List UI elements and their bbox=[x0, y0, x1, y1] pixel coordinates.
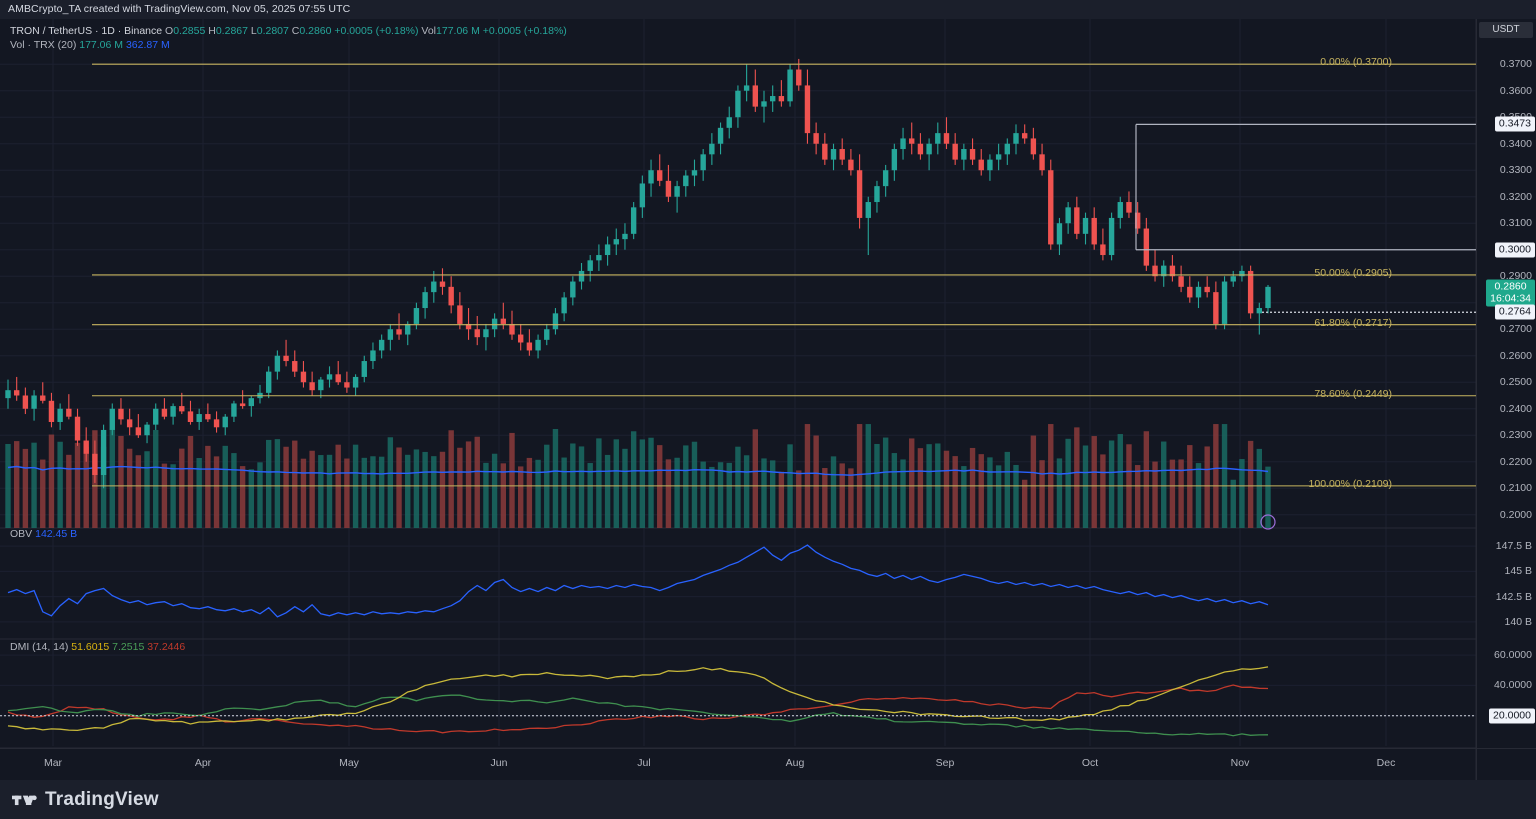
price-axis-tick: 0.2100 bbox=[1499, 482, 1532, 495]
high-value: 0.2867 bbox=[215, 25, 248, 37]
price-axis-tick: 0.2400 bbox=[1499, 402, 1532, 415]
volume-bars bbox=[5, 424, 1271, 528]
volume-ma-line bbox=[7, 465, 1269, 476]
price-axis-tick: 0.2700 bbox=[1499, 323, 1532, 336]
current-price-tag[interactable]: 0.2860 16:04:34 bbox=[1486, 279, 1535, 307]
volume-study-title[interactable]: Vol · TRX (20) bbox=[10, 39, 77, 51]
volume-label: Vol bbox=[421, 25, 437, 37]
tradingview-logo[interactable]: TradingView bbox=[12, 789, 159, 811]
obv-legend: OBV 142.45 B bbox=[10, 528, 77, 540]
price-axis[interactable]: USDT 0.37000.36000.35000.34000.33000.320… bbox=[1476, 19, 1536, 780]
time-axis-tick: Nov bbox=[1230, 757, 1250, 769]
price-axis-tick: 0.3700 bbox=[1499, 58, 1532, 71]
obv-title[interactable]: OBV bbox=[10, 528, 33, 540]
time-axis-tick: Dec bbox=[1376, 757, 1396, 769]
dmi-di-plus-value: 7.2515 bbox=[112, 641, 145, 653]
change-absolute: +0.0005 bbox=[334, 25, 373, 37]
dmi-adx-value: 51.6015 bbox=[71, 641, 110, 653]
time-axis-tick: Mar bbox=[43, 757, 63, 769]
volume-legend-row: Vol · TRX (20) 177.06 M 362.87 M bbox=[10, 39, 567, 51]
volume-ma-value: 362.87 M bbox=[125, 39, 170, 51]
chart-frame[interactable]: TRON / TetherUS · 1D · Binance O0.2855 H… bbox=[0, 19, 1536, 780]
candlestick-series bbox=[5, 58, 1271, 489]
price-axis-tick: 0.3600 bbox=[1499, 84, 1532, 97]
fib-level-label[interactable]: 78.60% (0.2449) bbox=[1314, 387, 1392, 400]
symbol-legend-row: TRON / TetherUS · 1D · Binance O0.2855 H… bbox=[10, 25, 567, 37]
obv-axis-tick: 145 B bbox=[1504, 565, 1532, 578]
time-axis-tick: Aug bbox=[785, 757, 805, 769]
price-axis-tick: 0.3100 bbox=[1499, 217, 1532, 230]
chart-marker-icon bbox=[1260, 514, 1276, 530]
dmi-title[interactable]: DMI (14, 14) bbox=[10, 641, 69, 653]
dmi-threshold-tag[interactable]: 20.0000 bbox=[1489, 708, 1535, 724]
close-label: C bbox=[291, 25, 300, 37]
dmi-adx-line bbox=[7, 666, 1269, 732]
time-axis-tick: May bbox=[339, 757, 359, 769]
volume-change-absolute: +0.0005 bbox=[482, 25, 521, 37]
time-axis-tick: Jun bbox=[490, 757, 508, 769]
price-axis-tick: 0.2000 bbox=[1499, 508, 1532, 521]
price-level-tag[interactable]: 0.2764 bbox=[1494, 304, 1535, 320]
volume-value: 177.06 M bbox=[436, 25, 480, 37]
price-axis-tick: 0.2500 bbox=[1499, 376, 1532, 389]
volume-change-percent: (+0.18%) bbox=[523, 25, 567, 37]
price-level-tag[interactable]: 0.3473 bbox=[1494, 116, 1535, 132]
attribution-bar: AMBCrypto_TA created with TradingView.co… bbox=[0, 0, 1536, 19]
fib-level-label[interactable]: 61.80% (0.2717) bbox=[1314, 316, 1392, 329]
obv-axis-tick: 140 B bbox=[1504, 615, 1532, 628]
time-axis-tick: Sep bbox=[935, 757, 955, 769]
dmi-legend: DMI (14, 14) 51.6015 7.2515 37.2446 bbox=[10, 641, 185, 653]
price-level-tag[interactable]: 0.3000 bbox=[1494, 242, 1535, 258]
obv-axis-tick: 147.5 B bbox=[1495, 540, 1532, 553]
time-axis-tick: Oct bbox=[1081, 757, 1099, 769]
change-percent: (+0.18%) bbox=[375, 25, 419, 37]
price-axis-tick: 0.3400 bbox=[1499, 137, 1532, 150]
fib-level-label[interactable]: 0.00% (0.3700) bbox=[1320, 56, 1392, 69]
dmi-di-minus-value: 37.2446 bbox=[147, 641, 186, 653]
dmi-axis-tick: 40.0000 bbox=[1494, 679, 1532, 692]
tradingview-logo-icon bbox=[12, 795, 37, 805]
obv-axis-tick: 142.5 B bbox=[1495, 590, 1532, 603]
tradingview-wordmark: TradingView bbox=[45, 788, 159, 810]
price-axis-tick: 0.2900 bbox=[1499, 270, 1532, 283]
dmi-axis-tick: 60.0000 bbox=[1494, 649, 1532, 662]
fib-level-label[interactable]: 50.00% (0.2905) bbox=[1314, 266, 1392, 279]
open-value: 0.2855 bbox=[173, 25, 206, 37]
currency-badge[interactable]: USDT bbox=[1479, 22, 1533, 38]
volume-study-value: 177.06 M bbox=[79, 39, 124, 51]
time-axis[interactable]: Mar Apr May Jun Jul Aug Sep Oct Nov Dec bbox=[0, 748, 1536, 780]
price-axis-tick: 0.2300 bbox=[1499, 429, 1532, 442]
time-axis-tick: Apr bbox=[194, 757, 212, 769]
footer-bar: TradingView bbox=[0, 780, 1536, 819]
countdown-timer: 16:04:34 bbox=[1490, 292, 1531, 305]
low-label: L bbox=[250, 25, 257, 37]
dmi-di-plus-line bbox=[7, 694, 1269, 737]
symbol-legend: TRON / TetherUS · 1D · Binance O0.2855 H… bbox=[10, 25, 567, 53]
obv-value: 142.45 B bbox=[35, 528, 78, 540]
price-axis-tick: 0.2200 bbox=[1499, 455, 1532, 468]
open-label: O bbox=[165, 25, 174, 37]
price-axis-tick: 0.2600 bbox=[1499, 349, 1532, 362]
time-axis-tick: Jul bbox=[637, 757, 651, 769]
low-value: 0.2807 bbox=[256, 25, 289, 37]
price-axis-tick: 0.3300 bbox=[1499, 164, 1532, 177]
high-label: H bbox=[208, 25, 216, 37]
dmi-di-minus-line bbox=[7, 684, 1269, 734]
price-axis-tick: 0.3200 bbox=[1499, 190, 1532, 203]
close-value: 0.2860 bbox=[299, 25, 332, 37]
obv-line bbox=[7, 544, 1269, 618]
symbol-title[interactable]: TRON / TetherUS · 1D · Binance bbox=[10, 25, 163, 37]
fib-level-label[interactable]: 100.00% (0.2109) bbox=[1308, 477, 1392, 490]
chart-canvas[interactable] bbox=[0, 19, 1536, 780]
